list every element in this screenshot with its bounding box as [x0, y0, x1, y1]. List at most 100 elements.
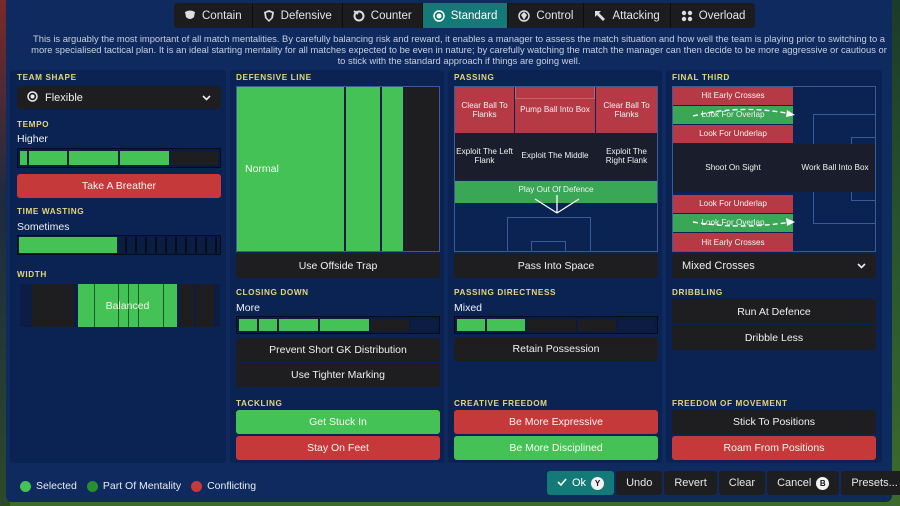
tab-counter[interactable]: Counter [343, 3, 423, 28]
closing-down-slider[interactable] [236, 316, 440, 334]
crossing-style-dropdown[interactable]: Mixed Crosses [672, 254, 876, 278]
revert-button[interactable]: Revert [664, 471, 717, 495]
tab-label: Attacking [612, 9, 660, 22]
b-button-badge-icon: B [816, 476, 830, 490]
section-title-passing-directness: Passing Directness [454, 288, 557, 297]
shoot-on-sight[interactable]: Shoot On Sight [673, 144, 793, 192]
tab-contain[interactable]: Contain [174, 3, 253, 28]
team-shape-dropdown[interactable]: Flexible [17, 86, 221, 109]
team-shape-value: Flexible [45, 91, 83, 104]
hit-early-crosses-top[interactable]: Hit Early Crosses [673, 87, 793, 105]
passing-directness-slider[interactable] [454, 316, 658, 334]
pass-arrows-icon [534, 195, 580, 214]
run-at-defence-button[interactable]: Run At Defence [672, 299, 876, 324]
crossing-style-value: Mixed Crosses [682, 260, 755, 272]
clear-ball-to-flanks-right[interactable]: Clear Ball To Flanks [596, 87, 657, 133]
time-wasting-value: Sometimes [17, 221, 70, 233]
pass-into-space-button[interactable]: Pass Into Space [454, 254, 658, 278]
section-title-closing-down: Closing Down [236, 288, 309, 297]
section-title-tackling: Tackling [236, 399, 283, 408]
legend-part-of-mentality: Part Of Mentality [86, 480, 181, 492]
contain-icon [184, 10, 196, 22]
tab-attacking[interactable]: Attacking [584, 3, 671, 28]
mentality-tabs: Contain Defensive Counter Standard Contr… [174, 3, 756, 28]
section-title-width: Width [17, 270, 47, 279]
standard-icon [432, 9, 445, 22]
attacking-arrow-icon [594, 10, 606, 22]
section-title-passing: Passing [454, 73, 495, 82]
column-team-settings: Team Shape Flexible Tempo Higher Take A … [10, 70, 226, 463]
exploit-the-middle[interactable]: Exploit The Middle [514, 133, 596, 179]
tab-label: Overload [698, 9, 746, 22]
column-final-third: Final Third Hit Early Crosses Look For O… [666, 70, 882, 463]
section-title-dribbling: Dribbling [672, 288, 723, 297]
control-icon [518, 9, 531, 22]
overload-icon [681, 10, 693, 22]
legend-selected: Selected [20, 480, 77, 492]
action-bar: Ok Y Undo Revert Clear Cancel B Presets.… [547, 471, 900, 495]
look-for-underlap-top[interactable]: Look For Underlap [673, 125, 793, 143]
y-button-badge-icon: Y [591, 476, 605, 490]
defensive-line-value: Normal [245, 163, 279, 175]
legend-conflicting: Conflicting [191, 480, 256, 492]
tempo-value: Higher [17, 133, 48, 145]
closing-down-value: More [236, 302, 260, 314]
clear-button[interactable]: Clear [718, 471, 766, 495]
presets-dropdown[interactable]: Presets... [841, 471, 900, 495]
exploit-the-right-flank[interactable]: Exploit The Right Flank [596, 133, 657, 179]
play-out-of-defence[interactable]: Play Out Of Defence [455, 181, 657, 203]
time-wasting-slider[interactable] [17, 235, 221, 255]
overlap-run-arrow-icon [692, 108, 795, 117]
take-a-breather-button[interactable]: Take A Breather [17, 174, 221, 198]
look-for-overlap-bottom[interactable]: Look For Overlap [673, 214, 793, 232]
passing-pitch: Clear Ball To Flanks Pump Ball Into Box … [454, 86, 658, 252]
legend: Selected Part Of Mentality Conflicting [20, 480, 256, 492]
mentality-description: This is arguably the most important of a… [31, 33, 887, 66]
dribble-less-button[interactable]: Dribble Less [672, 325, 876, 350]
background-stadium [0, 0, 10, 506]
use-offside-trap-button[interactable]: Use Offside Trap [236, 254, 440, 278]
section-title-final-third: Final Third [672, 73, 730, 82]
use-tighter-marking-button[interactable]: Use Tighter Marking [236, 363, 440, 387]
tactics-mentality-panel: Contain Defensive Counter Standard Contr… [6, 0, 900, 502]
shield-icon [263, 9, 275, 22]
defensive-line-pitch[interactable]: Normal [236, 86, 440, 252]
section-title-freedom-of-movement: Freedom Of Movement [672, 399, 788, 408]
tempo-slider[interactable] [17, 148, 221, 168]
selected-dot-icon [20, 480, 31, 492]
clear-ball-to-flanks-left[interactable]: Clear Ball To Flanks [455, 87, 514, 133]
get-stuck-in-button[interactable]: Get Stuck In [236, 410, 440, 434]
cancel-button[interactable]: Cancel B [767, 471, 840, 495]
counter-icon [353, 9, 365, 22]
part-of-mentality-dot-icon [86, 480, 98, 492]
pump-ball-into-box[interactable]: Pump Ball Into Box [515, 87, 595, 133]
be-more-disciplined-button[interactable]: Be More Disciplined [454, 436, 658, 460]
look-for-underlap-bottom[interactable]: Look For Underlap [673, 195, 793, 213]
tab-label: Control [536, 9, 574, 22]
passing-directness-value: Mixed [454, 302, 483, 314]
tab-defensive[interactable]: Defensive [253, 3, 343, 28]
tab-label: Defensive [280, 9, 332, 22]
retain-possession-button[interactable]: Retain Possession [454, 337, 658, 361]
tab-label: Counter [370, 9, 412, 22]
be-more-expressive-button[interactable]: Be More Expressive [454, 410, 658, 434]
target-icon [27, 90, 38, 105]
tab-overload[interactable]: Overload [671, 3, 756, 28]
tab-standard[interactable]: Standard [422, 3, 509, 28]
tab-control[interactable]: Control [508, 3, 585, 28]
look-for-overlap-top[interactable]: Look For Overlap [673, 106, 793, 124]
stay-on-feet-button[interactable]: Stay On Feet [236, 436, 440, 460]
exploit-the-left-flank[interactable]: Exploit The Left Flank [455, 133, 514, 179]
prevent-short-gk-distribution-button[interactable]: Prevent Short GK Distribution [236, 338, 440, 362]
undo-button[interactable]: Undo [616, 471, 663, 495]
work-ball-into-box[interactable]: Work Ball Into Box [793, 144, 875, 192]
roam-from-positions-button[interactable]: Roam From Positions [672, 436, 876, 460]
ok-button[interactable]: Ok Y [547, 471, 615, 495]
section-title-creative-freedom: Creative Freedom [454, 399, 548, 408]
width-slider[interactable]: Balanced [20, 284, 220, 327]
chevron-down-icon [202, 92, 211, 104]
hit-early-crosses-bottom[interactable]: Hit Early Crosses [673, 233, 793, 251]
check-icon [557, 477, 567, 489]
stick-to-positions-button[interactable]: Stick To Positions [672, 410, 876, 434]
section-title-tempo: Tempo [17, 120, 50, 129]
